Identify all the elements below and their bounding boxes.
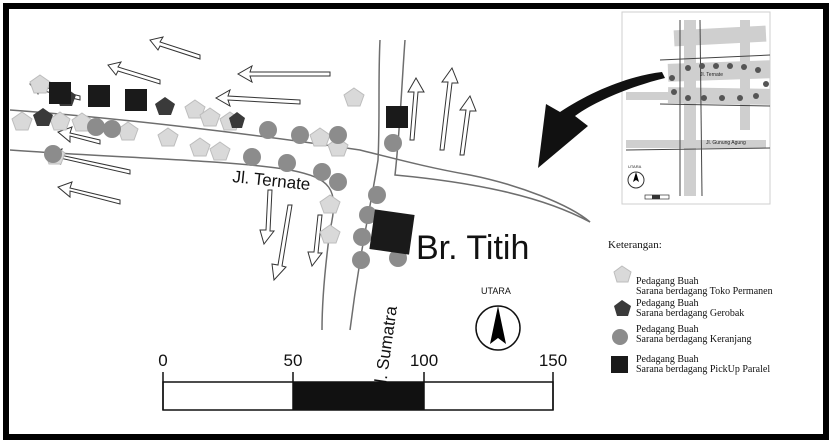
- arrow-down-icon: [271, 204, 293, 282]
- scale-tick-label: 100: [410, 351, 438, 370]
- north-arrow: UTARA: [475, 286, 521, 351]
- legend-item-1-line2: Sarana berdagang Toko Permanen: [636, 286, 773, 297]
- arrow-left-icon: [149, 36, 201, 60]
- inset-north-label: UTARA: [628, 164, 642, 169]
- inset-map: Jl. Ternate Jl. Gunung Agung UTARA: [621, 11, 771, 205]
- sumatra-road-west-edge: [349, 39, 381, 331]
- legend-title: Keterangan:: [608, 239, 662, 251]
- road-network: [9, 39, 591, 331]
- arrow-left-icon: [57, 126, 101, 145]
- vendor-keranjang: [44, 118, 407, 269]
- legend-symbol-gerobak: [614, 300, 631, 316]
- arrow-down-icon: [259, 189, 276, 246]
- legend-item-3-line1: Pedagang Buah: [636, 324, 699, 335]
- legend-item-2-line2: Sarana berdagang Gerobak: [636, 308, 744, 319]
- landmark-label: Br. Titih: [416, 229, 529, 267]
- legend-item-1-line1: Pedagang Buah: [636, 276, 699, 287]
- arrow-up-icon: [407, 76, 425, 141]
- ternate-road-south-edge: [9, 149, 335, 331]
- scale-tick-label: 150: [539, 351, 567, 370]
- legend-symbol-keranjang: [612, 329, 628, 345]
- arrow-left-icon: [214, 88, 301, 108]
- north-label: UTARA: [481, 286, 511, 296]
- vendor-symbols: [11, 74, 415, 269]
- arrow-left-icon: [57, 181, 121, 205]
- legend-item-2-line1: Pedagang Buah: [636, 298, 699, 309]
- legend-item-4-line1: Pedagang Buah: [636, 354, 699, 365]
- legend-item-3-line2: Sarana berdagang Keranjang: [636, 334, 752, 345]
- vendor-pickup: [49, 82, 415, 255]
- legend-symbol-pickup: [611, 356, 628, 373]
- pointer-arrow-icon: [538, 72, 665, 168]
- scale-tick-label: 50: [284, 351, 303, 370]
- sumatra-road-east-edge: [394, 39, 591, 223]
- inset-street-label: Jl. Gunung Agung: [706, 140, 746, 146]
- arrow-up-icon: [439, 66, 459, 151]
- legend: Keterangan: Pedagang Buah Sarana berdaga…: [608, 239, 773, 375]
- ternate-road-north-edge: [9, 109, 591, 223]
- scale-tick-label: 0: [158, 351, 167, 370]
- vendor-toko-permanen: [11, 74, 365, 244]
- arrow-down-icon: [307, 214, 324, 268]
- legend-symbol-toko-permanen: [613, 265, 632, 283]
- arrow-up-icon: [459, 94, 477, 156]
- scale-bar: 0 50 100 150: [158, 351, 567, 411]
- arrow-left-icon: [236, 64, 331, 84]
- arrow-left-icon: [107, 61, 161, 85]
- legend-item-4-line2: Sarana berdagang PickUp Paralel: [636, 364, 770, 375]
- inset-street-label: Jl. Ternate: [700, 72, 723, 78]
